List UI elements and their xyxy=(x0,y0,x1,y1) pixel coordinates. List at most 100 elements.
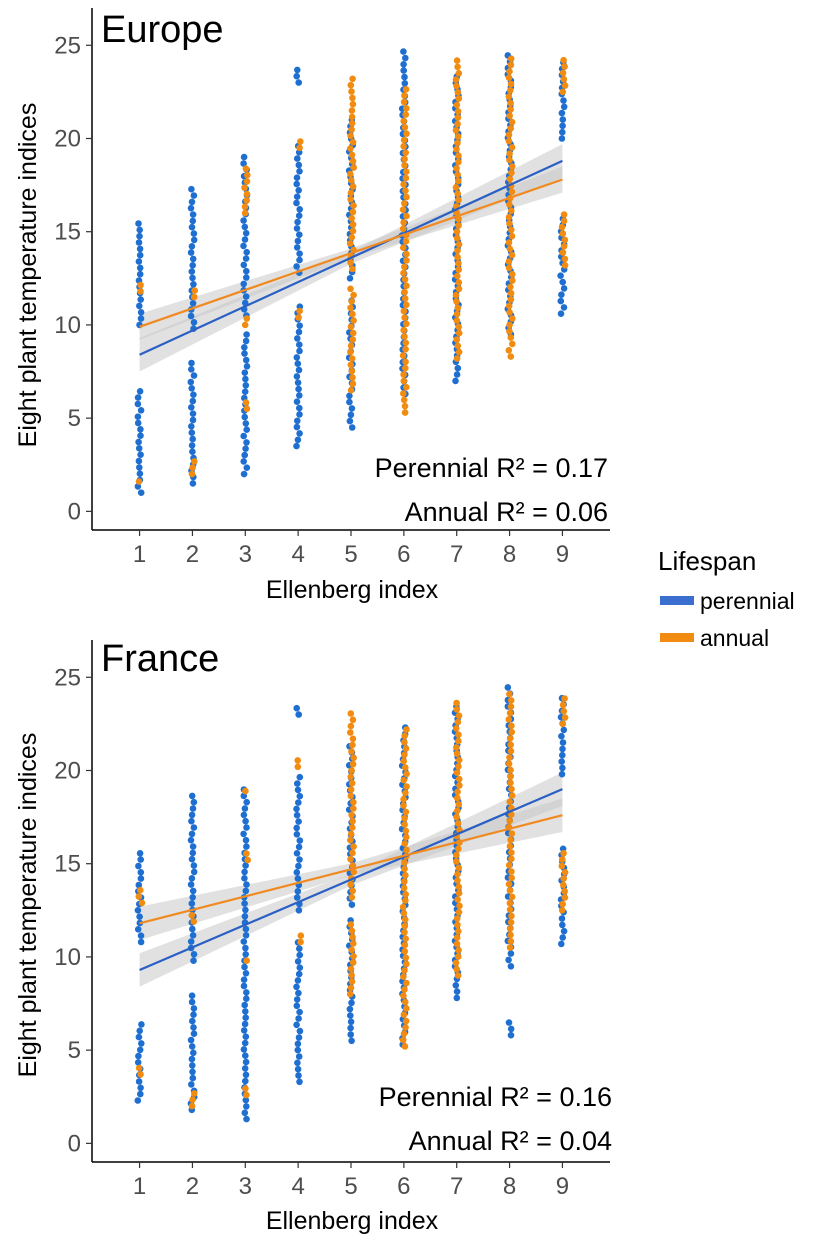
point-perennial xyxy=(347,1012,354,1019)
point-annual xyxy=(348,234,356,241)
point-annual xyxy=(559,249,567,256)
panel-title: Europe xyxy=(101,9,224,51)
point-perennial xyxy=(136,470,144,478)
point-perennial xyxy=(188,268,196,275)
point-perennial xyxy=(190,319,198,326)
point-annual xyxy=(505,302,513,310)
point-perennial xyxy=(296,856,303,863)
point-perennial xyxy=(188,198,196,206)
point-perennial xyxy=(188,185,195,193)
point-perennial xyxy=(295,970,303,978)
point-perennial xyxy=(189,1017,196,1025)
point-annual xyxy=(401,814,408,822)
point-annual xyxy=(560,75,568,83)
point-perennial xyxy=(559,764,566,772)
x-tick-label: 4 xyxy=(291,541,304,568)
point-annual xyxy=(349,75,356,83)
point-perennial xyxy=(296,951,304,959)
point-perennial xyxy=(243,464,251,472)
point-perennial xyxy=(241,350,248,357)
point-perennial xyxy=(134,926,142,933)
point-perennial xyxy=(240,432,247,440)
point-annual xyxy=(348,177,355,184)
point-perennial xyxy=(295,711,303,718)
point-perennial xyxy=(190,192,198,199)
point-annual xyxy=(401,162,408,169)
point-annual xyxy=(505,264,513,272)
point-perennial xyxy=(134,1097,142,1104)
point-perennial xyxy=(242,944,249,952)
point-annual xyxy=(455,731,462,738)
x-tick-label: 5 xyxy=(344,541,357,568)
point-perennial xyxy=(189,925,196,933)
point-annual xyxy=(453,82,460,90)
point-annual xyxy=(454,63,461,71)
point-perennial xyxy=(295,366,303,374)
point-annual xyxy=(349,716,357,724)
x-tick-label: 8 xyxy=(503,1173,516,1200)
point-annual xyxy=(453,336,461,343)
point-perennial xyxy=(347,1031,355,1038)
point-annual xyxy=(455,946,462,954)
point-annual xyxy=(402,238,410,245)
point-annual xyxy=(403,193,410,201)
point-annual xyxy=(454,342,462,350)
x-tick-label: 2 xyxy=(186,1173,199,1200)
point-perennial xyxy=(242,951,249,958)
point-annual xyxy=(508,169,515,177)
point-annual xyxy=(188,470,196,478)
point-perennial xyxy=(190,1024,197,1031)
point-perennial xyxy=(559,739,567,746)
point-perennial xyxy=(188,359,195,367)
point-annual xyxy=(347,881,355,888)
point-annual xyxy=(507,836,514,844)
point-perennial xyxy=(243,274,250,281)
point-annual xyxy=(506,817,513,825)
point-annual xyxy=(350,868,358,876)
point-perennial xyxy=(401,80,409,87)
point-annual xyxy=(453,858,460,865)
point-annual xyxy=(508,722,515,730)
point-annual xyxy=(347,348,354,356)
point-perennial xyxy=(559,921,566,929)
point-perennial xyxy=(295,79,303,86)
point-perennial xyxy=(137,426,144,433)
point-perennial xyxy=(293,354,301,361)
point-perennial xyxy=(240,160,247,167)
point-annual xyxy=(348,927,356,935)
point-annual xyxy=(348,971,355,979)
point-perennial xyxy=(135,457,143,465)
point-annual xyxy=(559,69,567,77)
point-annual xyxy=(403,783,410,790)
point-perennial xyxy=(189,262,196,269)
point-annual xyxy=(561,869,569,876)
point-annual xyxy=(508,207,515,215)
point-annual xyxy=(453,744,460,751)
point-annual xyxy=(454,807,461,815)
point-annual xyxy=(347,323,355,331)
x-tick-label: 9 xyxy=(556,541,569,568)
point-perennial xyxy=(136,232,143,240)
point-annual xyxy=(347,145,354,152)
point-perennial xyxy=(293,811,301,819)
point-annual xyxy=(506,309,513,316)
point-annual xyxy=(241,321,249,329)
point-perennial xyxy=(295,385,302,393)
point-perennial xyxy=(294,436,302,444)
point-annual xyxy=(508,874,515,882)
point-perennial xyxy=(137,1084,144,1092)
point-perennial xyxy=(135,1078,143,1085)
point-annual xyxy=(505,347,513,354)
point-annual xyxy=(509,340,516,348)
point-annual xyxy=(349,183,357,190)
point-annual xyxy=(350,940,357,947)
point-annual xyxy=(455,801,463,808)
point-annual xyxy=(507,747,515,755)
point-annual xyxy=(560,211,568,218)
point-annual xyxy=(242,1085,249,1092)
point-annual xyxy=(505,213,513,221)
point-perennial xyxy=(293,72,301,80)
point-perennial xyxy=(295,1034,303,1041)
point-annual xyxy=(454,953,462,960)
point-annual xyxy=(401,92,408,99)
